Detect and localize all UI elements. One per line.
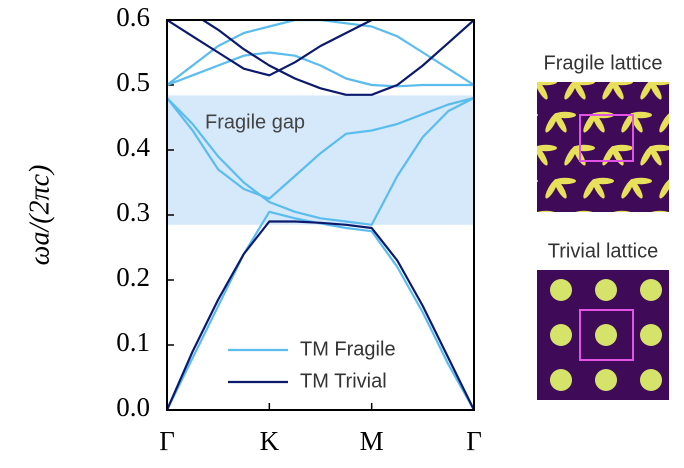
petal — [562, 211, 579, 233]
rod — [640, 279, 662, 301]
y-tick-label: 0.4 — [116, 132, 150, 162]
rod — [550, 324, 572, 346]
petal — [533, 211, 550, 233]
y-tick-label: 0.1 — [116, 327, 150, 357]
x-tick-label: Γ — [159, 426, 175, 456]
x-tick-label: Γ — [466, 426, 482, 456]
inset-title: Trivial lattice — [548, 240, 658, 262]
petal — [611, 211, 633, 217]
petal — [638, 211, 655, 233]
figure: Fragile gap TM Fragile TM Trivial ωa/(2πc)… — [0, 0, 684, 468]
plot-area: Fragile gap TM Fragile TM Trivial — [167, 0, 474, 410]
rod — [550, 279, 572, 301]
petal — [505, 178, 522, 200]
petal — [516, 46, 538, 52]
rod — [595, 324, 617, 346]
petal — [497, 145, 519, 151]
petal — [514, 46, 531, 68]
x-tick-label: K — [260, 426, 280, 456]
petal — [600, 211, 617, 233]
petal — [676, 211, 684, 233]
petal — [668, 178, 684, 184]
petal — [516, 112, 538, 118]
petal — [514, 112, 531, 134]
legend-label: TM Trivial — [300, 370, 387, 392]
petal — [573, 211, 595, 217]
petal — [516, 178, 538, 184]
y-tick-label: 0.0 — [116, 392, 150, 422]
petal — [592, 46, 614, 52]
petal — [649, 211, 671, 217]
y-tick-label: 0.3 — [116, 197, 150, 227]
petal — [497, 79, 519, 85]
rod — [640, 324, 662, 346]
y-tick-label: 0.6 — [116, 2, 150, 32]
y-tick-label: 0.2 — [116, 262, 150, 292]
petal — [524, 211, 541, 233]
petal — [495, 145, 512, 167]
petal — [668, 46, 684, 52]
band-line — [167, 0, 474, 75]
petal — [486, 211, 503, 233]
band-line — [167, 53, 474, 87]
petal — [495, 211, 512, 233]
petal — [630, 46, 652, 52]
legend-label: TM Fragile — [300, 338, 396, 360]
petal — [486, 145, 503, 167]
y-axis-label: ωa/(2πc) — [24, 165, 55, 266]
petal — [668, 112, 684, 118]
rod — [640, 369, 662, 391]
y-tick-label: 0.5 — [116, 67, 150, 97]
petal — [535, 211, 557, 217]
inset-title: Fragile lattice — [544, 52, 663, 74]
petal — [571, 211, 588, 233]
band-line — [167, 20, 474, 85]
petal — [495, 79, 512, 101]
rod — [595, 279, 617, 301]
petal — [666, 46, 683, 68]
petal — [647, 211, 664, 233]
rod — [550, 369, 572, 391]
rod — [595, 369, 617, 391]
petal — [505, 112, 522, 134]
petal — [676, 79, 684, 101]
petal — [497, 211, 519, 217]
lattice-pattern — [550, 279, 662, 391]
band-line — [167, 1, 474, 95]
x-tick-label: M — [360, 426, 384, 456]
petal — [676, 145, 684, 167]
gap-label: Fragile gap — [205, 112, 305, 134]
petal — [554, 46, 576, 52]
petal — [505, 46, 522, 68]
petal — [486, 79, 503, 101]
petal — [514, 178, 531, 200]
petal — [609, 211, 626, 233]
